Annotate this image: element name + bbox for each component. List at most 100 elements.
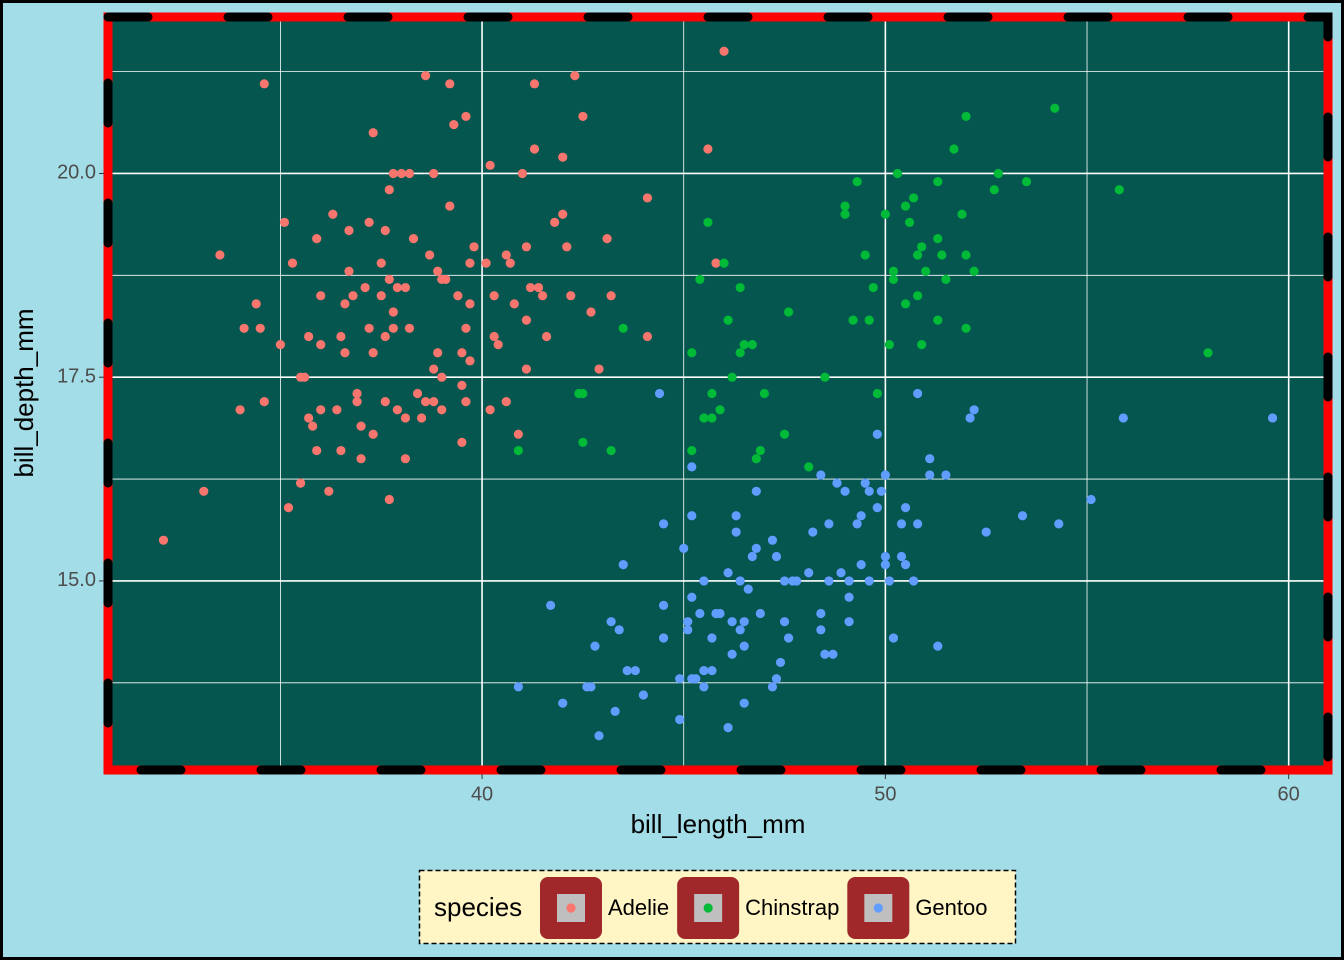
point: [340, 299, 350, 309]
y-tick-label: 20.0: [57, 162, 96, 184]
grid: [108, 17, 1328, 770]
point: [630, 665, 640, 676]
point: [783, 307, 794, 317]
point: [747, 551, 757, 562]
point: [235, 405, 245, 415]
point: [808, 527, 818, 537]
point: [707, 665, 717, 676]
point: [961, 250, 971, 260]
point: [586, 682, 596, 692]
point: [707, 388, 717, 399]
y-tick-label: 17.5: [57, 365, 96, 387]
point: [783, 633, 794, 643]
point: [755, 608, 765, 619]
point: [602, 234, 612, 244]
point: [562, 242, 572, 252]
point: [521, 242, 532, 252]
point: [969, 266, 979, 276]
point: [546, 600, 556, 610]
point: [654, 388, 665, 399]
point: [392, 405, 402, 415]
point: [888, 633, 899, 643]
point: [880, 551, 890, 562]
point: [735, 348, 745, 358]
point: [364, 217, 374, 227]
point: [727, 372, 737, 382]
point: [541, 331, 552, 342]
point: [457, 348, 467, 358]
point: [933, 315, 943, 325]
point: [360, 282, 370, 293]
legend: Adelie Chinstrap Gentoo: [540, 877, 987, 939]
point: [312, 234, 322, 244]
point: [872, 502, 882, 513]
point: [348, 291, 358, 301]
point: [896, 519, 907, 529]
point: [880, 560, 890, 570]
point: [376, 258, 386, 268]
point: [259, 397, 269, 407]
point: [618, 323, 628, 333]
x-tick-label: 50: [874, 783, 896, 805]
point: [465, 299, 475, 309]
point: [892, 168, 903, 179]
point: [521, 315, 532, 325]
point: [158, 535, 169, 545]
point: [723, 568, 733, 578]
point: [513, 682, 523, 692]
point: [529, 79, 540, 89]
point: [509, 299, 519, 309]
point: [880, 470, 890, 480]
point: [493, 340, 503, 350]
point: [513, 445, 523, 456]
point: [429, 168, 439, 179]
point: [864, 576, 874, 586]
point: [779, 576, 790, 586]
point: [517, 168, 527, 179]
point: [328, 209, 338, 219]
point: [421, 71, 431, 81]
legend-swatch: [703, 903, 713, 913]
point: [840, 201, 850, 211]
point: [703, 217, 713, 227]
point: [876, 486, 886, 496]
point: [312, 445, 322, 456]
point: [775, 657, 786, 668]
point: [316, 405, 326, 415]
point: [433, 348, 443, 358]
point: [961, 111, 971, 122]
point: [1050, 103, 1060, 113]
point: [433, 266, 443, 276]
point: [872, 429, 882, 439]
point: [779, 429, 790, 439]
point: [864, 486, 874, 496]
point: [933, 234, 943, 244]
point: [792, 576, 802, 586]
point: [957, 209, 967, 219]
point: [1017, 511, 1028, 521]
point: [816, 470, 826, 480]
point: [1267, 413, 1278, 423]
point: [570, 71, 580, 81]
point: [392, 282, 402, 293]
point: [590, 641, 600, 651]
point: [344, 266, 354, 276]
point: [461, 397, 471, 407]
point: [727, 617, 737, 627]
point: [707, 633, 717, 643]
point: [485, 160, 495, 170]
point: [465, 356, 475, 366]
point: [380, 225, 390, 236]
point: [844, 592, 854, 602]
panel: [108, 17, 1328, 770]
point: [525, 282, 536, 293]
point: [658, 519, 669, 529]
point: [416, 413, 427, 423]
point: [287, 258, 298, 268]
point: [1203, 348, 1213, 358]
point: [610, 706, 620, 716]
point: [860, 478, 870, 488]
point: [695, 274, 705, 285]
point: [501, 250, 511, 260]
